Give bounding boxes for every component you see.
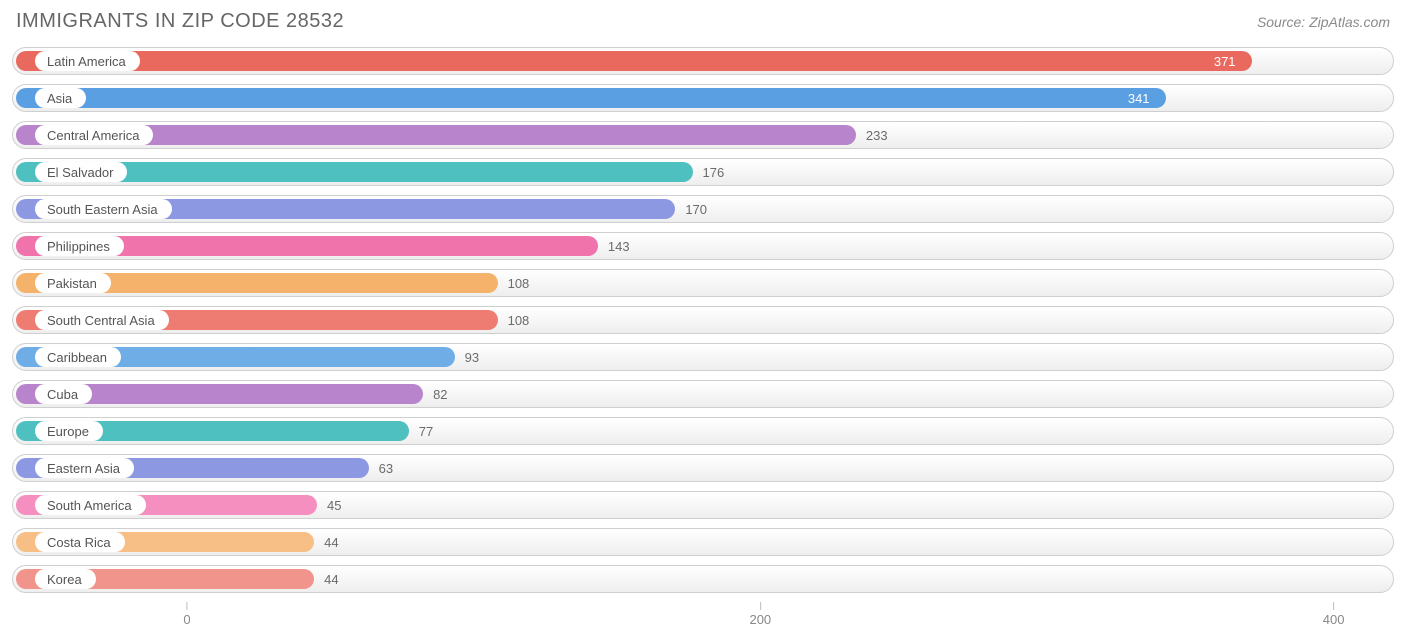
- bar-value: 143: [608, 233, 630, 259]
- bar-value: 108: [508, 307, 530, 333]
- bar-value: 77: [419, 418, 433, 444]
- tick-label: 200: [749, 612, 771, 627]
- chart-header: IMMIGRANTS IN ZIP CODE 28532 Source: Zip…: [12, 10, 1394, 33]
- bar-label-pill: Pakistan: [35, 273, 111, 293]
- x-axis-tick: 200: [749, 602, 771, 627]
- bar-value: 63: [379, 455, 393, 481]
- bar-label-pill: Latin America: [35, 51, 140, 71]
- bar-row: South Central Asia 108: [12, 306, 1394, 334]
- bar-label-pill: Europe: [35, 421, 103, 441]
- bar-value: 44: [324, 566, 338, 592]
- x-axis: 0 200 400: [12, 602, 1394, 628]
- bar-row: South Eastern Asia 170: [12, 195, 1394, 223]
- bar-label-pill: El Salvador: [35, 162, 127, 182]
- bars-container: Latin America 371 Asia 341 Central America 23…: [12, 47, 1394, 593]
- tick-label: 400: [1323, 612, 1345, 627]
- bar-row: Costa Rica 44: [12, 528, 1394, 556]
- bar-label-pill: Asia: [35, 88, 86, 108]
- bar-row: Latin America 371: [12, 47, 1394, 75]
- bar-value: 82: [433, 381, 447, 407]
- bar-label-pill: South Eastern Asia: [35, 199, 172, 219]
- bar-value: 45: [327, 492, 341, 518]
- bar-row: Europe 77: [12, 417, 1394, 445]
- bar-row: El Salvador 176: [12, 158, 1394, 186]
- bar-label-pill: Korea: [35, 569, 96, 589]
- bar-fill: [16, 88, 1166, 108]
- bar-row: Korea 44: [12, 565, 1394, 593]
- bar-row: Caribbean 93: [12, 343, 1394, 371]
- bar-row: Eastern Asia 63: [12, 454, 1394, 482]
- x-axis-tick: 400: [1323, 602, 1345, 627]
- tick-mark: [1333, 602, 1334, 610]
- bar-value: 233: [866, 122, 888, 148]
- chart-title: IMMIGRANTS IN ZIP CODE 28532: [16, 10, 344, 33]
- bar-row: Asia 341: [12, 84, 1394, 112]
- bar-row: South America 45: [12, 491, 1394, 519]
- bar-value: 371: [1214, 48, 1236, 74]
- bar-fill: [16, 51, 1252, 71]
- bar-value: 176: [703, 159, 725, 185]
- tick-mark: [760, 602, 761, 610]
- bar-label-pill: Central America: [35, 125, 153, 145]
- bar-row: Cuba 82: [12, 380, 1394, 408]
- bar-label-pill: Costa Rica: [35, 532, 125, 552]
- bar-label-pill: Eastern Asia: [35, 458, 134, 478]
- bar-row: Philippines 143: [12, 232, 1394, 260]
- tick-mark: [186, 602, 187, 610]
- bar-value: 93: [465, 344, 479, 370]
- bar-label-pill: Caribbean: [35, 347, 121, 367]
- x-axis-tick: 0: [183, 602, 190, 627]
- bar-row: Pakistan 108: [12, 269, 1394, 297]
- bar-label-pill: South America: [35, 495, 146, 515]
- bar-value: 44: [324, 529, 338, 555]
- chart-source: Source: ZipAtlas.com: [1257, 14, 1390, 30]
- bar-label-pill: South Central Asia: [35, 310, 169, 330]
- tick-label: 0: [183, 612, 190, 627]
- bar-value: 170: [685, 196, 707, 222]
- bar-value: 341: [1128, 85, 1150, 111]
- bar-row: Central America 233: [12, 121, 1394, 149]
- bar-value: 108: [508, 270, 530, 296]
- bar-chart: Latin America 371 Asia 341 Central America 23…: [12, 47, 1394, 628]
- bar-label-pill: Philippines: [35, 236, 124, 256]
- bar-label-pill: Cuba: [35, 384, 92, 404]
